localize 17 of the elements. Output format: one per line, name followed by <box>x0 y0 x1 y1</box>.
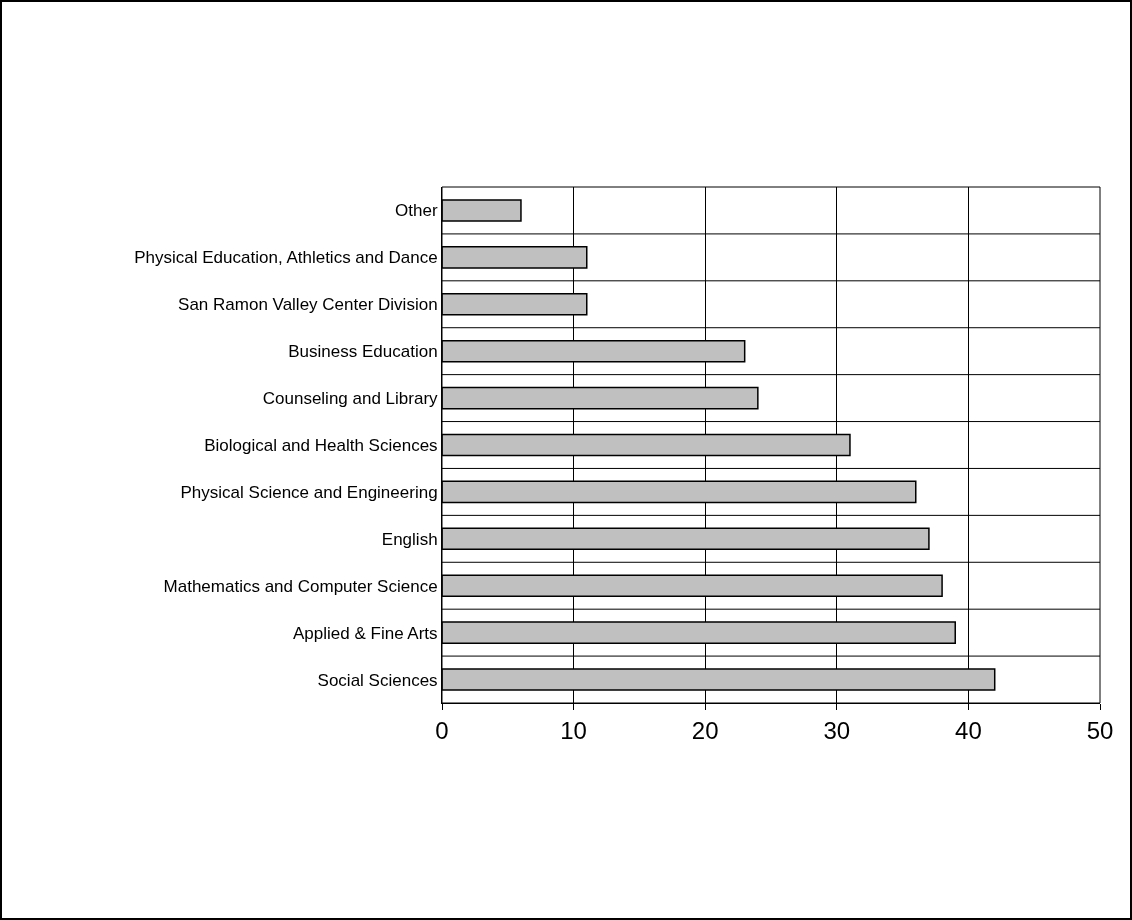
y-tick-label: Mathematics and Computer Science <box>163 576 438 596</box>
x-tick-label: 10 <box>560 716 587 744</box>
y-tick-label: Biological and Health Sciences <box>204 435 438 455</box>
y-tick-label: San Ramon Valley Center Division <box>178 295 438 315</box>
y-tick-label: Physical Education, Athletics and Dance <box>134 248 438 268</box>
y-tick-label: Other <box>395 201 438 221</box>
y-tick-label: Applied & Fine Arts <box>293 623 438 643</box>
y-tick-label: Counseling and Library <box>262 389 439 409</box>
y-tick-label: English <box>381 529 438 549</box>
y-tick-label: Physical Science and Engineering <box>180 482 438 502</box>
y-tick-label: Business Education <box>288 342 438 362</box>
x-tick-label: 40 <box>955 716 982 744</box>
x-tick-label: 30 <box>823 716 851 744</box>
x-tick-label: 20 <box>691 716 719 744</box>
y-tick-label: Social Sciences <box>317 670 438 690</box>
x-tick-label: 50 <box>1086 716 1114 744</box>
x-tick-label: 0 <box>435 716 449 744</box>
